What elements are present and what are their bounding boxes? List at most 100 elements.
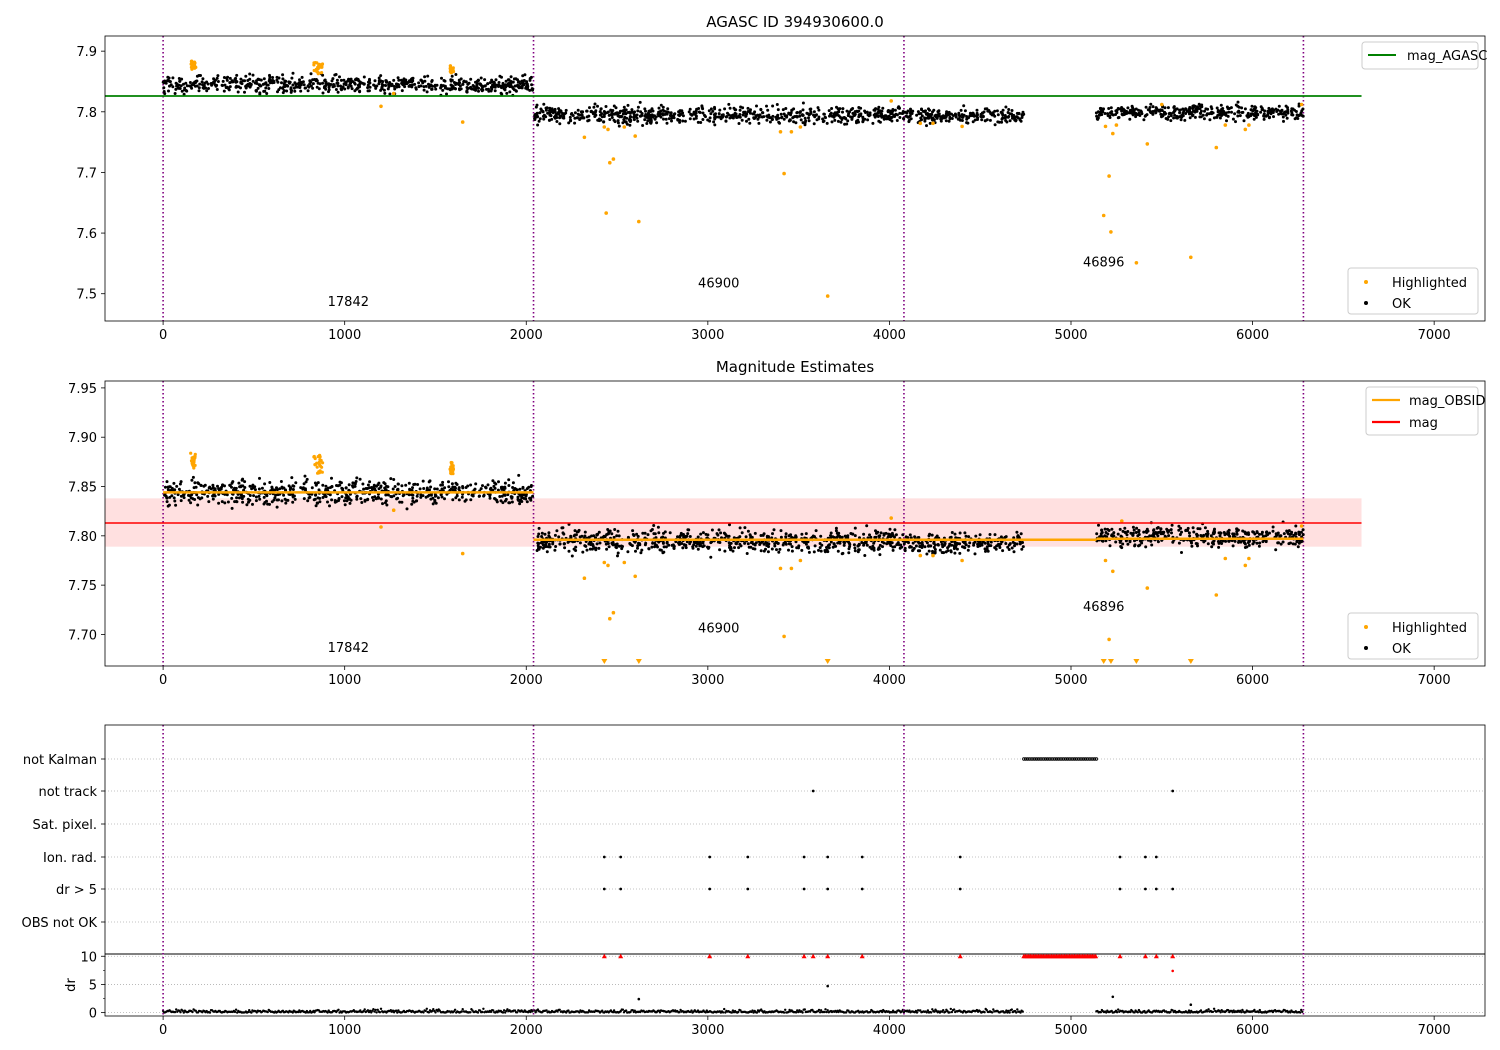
ok-point	[377, 76, 381, 80]
ok-point	[275, 488, 279, 492]
ok-point	[524, 497, 528, 501]
ok-point	[496, 488, 500, 492]
ok-point	[1250, 104, 1254, 108]
ok-point	[1136, 534, 1140, 538]
dr-point	[721, 1011, 725, 1014]
ok-point	[792, 120, 796, 124]
dr-point	[376, 1008, 379, 1011]
ok-point	[573, 116, 577, 120]
ok-point	[1198, 527, 1202, 531]
ok-point	[1147, 108, 1151, 112]
ok-point	[713, 115, 717, 119]
ok-point	[309, 72, 313, 76]
flag-marker	[1029, 757, 1033, 761]
ok-point	[408, 487, 412, 491]
ok-point	[743, 541, 747, 545]
ok-point	[1134, 531, 1138, 534]
ok-point	[702, 544, 706, 548]
highlighted-point	[798, 558, 803, 563]
ok-point	[947, 119, 951, 123]
ok-point	[162, 86, 166, 90]
ok-point	[775, 103, 779, 106]
ok-point	[779, 529, 783, 533]
ok-point	[464, 486, 468, 489]
dr-point	[823, 1010, 826, 1014]
ok-point	[330, 476, 333, 480]
ok-point	[708, 119, 712, 123]
ok-point	[430, 87, 434, 91]
ok-point	[746, 106, 750, 110]
flag-marker	[1154, 887, 1158, 891]
ok-point	[562, 542, 566, 546]
ok-point	[666, 110, 670, 114]
ok-point	[540, 535, 544, 538]
ok-point	[1169, 528, 1173, 532]
y-tick-label: 7.9	[76, 45, 97, 60]
ok-point	[250, 487, 254, 491]
ok-point	[1294, 532, 1298, 536]
ok-point	[1100, 539, 1104, 543]
flag-marker	[1052, 757, 1057, 761]
highlighted-point	[189, 451, 193, 455]
ok-point	[207, 500, 211, 504]
ok-point	[771, 104, 775, 108]
flag-marker	[1036, 757, 1040, 761]
ok-point	[832, 115, 836, 119]
ok-point	[545, 550, 549, 554]
ok-point	[710, 528, 714, 532]
flag-marker	[1025, 757, 1030, 761]
ok-point	[1254, 113, 1257, 117]
ok-point	[771, 114, 775, 118]
ok-point	[814, 529, 818, 533]
ok-point	[278, 487, 282, 491]
ok-point	[1170, 523, 1174, 527]
ok-point	[728, 116, 732, 120]
flag-marker	[826, 855, 830, 859]
ok-point	[1171, 540, 1175, 544]
flag-marker	[1047, 757, 1051, 761]
ok-point	[1129, 531, 1133, 535]
ok-point	[553, 110, 557, 114]
ok-point	[879, 114, 883, 118]
ok-point	[729, 114, 733, 118]
legend-label: Highlighted	[1392, 276, 1467, 291]
ok-point	[286, 498, 290, 502]
ok-point	[852, 114, 856, 117]
ok-point	[825, 548, 829, 552]
ok-point	[1151, 105, 1155, 109]
ok-point	[170, 494, 174, 498]
ok-point	[623, 115, 627, 119]
ok-point	[861, 120, 865, 124]
ok-point	[993, 114, 997, 118]
highlighted-point	[782, 634, 786, 639]
ok-point	[341, 487, 345, 491]
ok-point	[225, 78, 229, 82]
ok-point	[360, 501, 364, 504]
dr-point	[326, 1011, 329, 1014]
ok-point	[317, 87, 321, 91]
ok-point	[609, 113, 613, 117]
highlighted-point	[1114, 123, 1119, 127]
ok-point	[655, 121, 659, 125]
ok-point	[1189, 111, 1193, 115]
ok-point	[594, 109, 598, 113]
highlighted-point	[1214, 145, 1219, 150]
ok-point	[643, 107, 647, 111]
ok-point	[336, 90, 340, 94]
ok-point	[573, 529, 577, 533]
ok-point	[172, 481, 176, 485]
ok-point	[1219, 112, 1223, 116]
ok-point	[237, 481, 241, 485]
highlighted-point	[602, 560, 607, 565]
ok-point	[927, 534, 931, 538]
ok-point	[1281, 115, 1285, 119]
ok-point	[283, 80, 287, 84]
ok-point	[461, 82, 465, 86]
ok-point	[807, 546, 811, 550]
ok-point	[233, 488, 237, 492]
ok-point	[940, 117, 944, 120]
ok-point	[1106, 532, 1110, 536]
ok-point	[841, 107, 845, 111]
ok-point	[544, 115, 548, 119]
ok-point	[436, 496, 440, 500]
